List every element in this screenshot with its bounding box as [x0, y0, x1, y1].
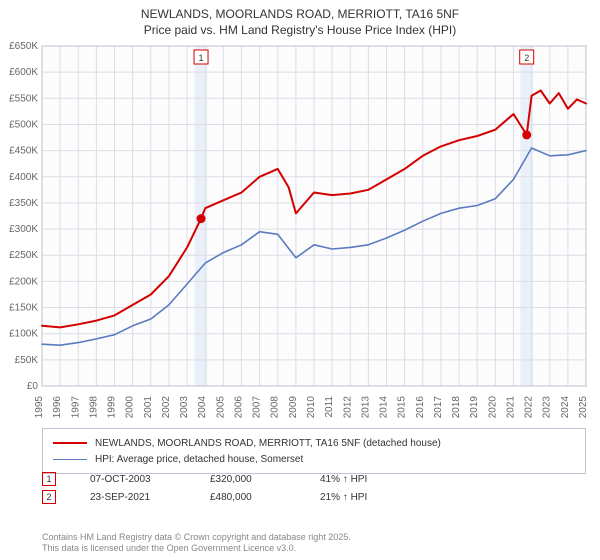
x-axis-label: 2007	[252, 396, 263, 419]
x-axis-label: 1996	[52, 396, 63, 419]
x-axis-label: 2002	[161, 396, 172, 419]
x-axis-label: 2020	[487, 396, 498, 419]
x-axis-label: 2009	[288, 396, 299, 419]
x-axis-label: 2006	[233, 396, 244, 419]
y-axis-label: £350K	[9, 198, 38, 209]
chart-title-line2: Price paid vs. HM Land Registry's House …	[0, 22, 600, 38]
marker-table-badge: 1	[42, 472, 56, 486]
x-axis-label: 1995	[34, 396, 45, 419]
marker-dot	[522, 130, 531, 139]
x-axis-label: 2013	[360, 396, 371, 419]
x-axis-label: 2003	[179, 396, 190, 419]
y-axis-label: £500K	[9, 119, 38, 130]
line-chart: £0 £50K £100K £150K £200K £250K £300K £350K £400…	[0, 40, 600, 420]
y-axis-label: £550K	[9, 93, 38, 104]
legend: NEWLANDS, MOORLANDS ROAD, MERRIOTT, TA16…	[42, 428, 586, 474]
y-axis-label: £250K	[9, 250, 38, 261]
marker-table: 1 07-OCT-2003£320,00041% ↑ HPI 2 23-SEP-202…	[42, 470, 586, 506]
y-axis-label: £600K	[9, 67, 38, 78]
legend-row: NEWLANDS, MOORLANDS ROAD, MERRIOTT, TA16…	[53, 435, 575, 451]
x-axis-label: 2025	[578, 396, 589, 419]
chart-area: £0 £50K £100K £150K £200K £250K £300K £350K £400…	[0, 40, 600, 420]
x-axis-label: 2019	[469, 396, 480, 419]
marker-price: £320,000	[210, 474, 320, 485]
chart-title-block: NEWLANDS, MOORLANDS ROAD, MERRIOTT, TA16…	[0, 0, 600, 42]
legend-label: NEWLANDS, MOORLANDS ROAD, MERRIOTT, TA16…	[95, 438, 441, 449]
x-axis-label: 2014	[379, 396, 390, 419]
y-axis-label: £100K	[9, 329, 38, 340]
legend-swatch	[53, 459, 87, 460]
legend-row: HPI: Average price, detached house, Some…	[53, 451, 575, 467]
footer-attribution: Contains HM Land Registry data © Crown c…	[42, 532, 351, 555]
x-axis-label: 2024	[560, 396, 571, 419]
x-axis-label: 2017	[433, 396, 444, 419]
x-axis-label: 2001	[143, 396, 154, 419]
x-axis-label: 2016	[415, 396, 426, 419]
x-axis-label: 2011	[324, 396, 335, 418]
y-axis-label: £200K	[9, 276, 38, 287]
x-axis-label: 2023	[542, 396, 553, 419]
y-axis-label: £300K	[9, 224, 38, 235]
legend-label: HPI: Average price, detached house, Some…	[95, 454, 303, 465]
x-axis-label: 2021	[505, 396, 516, 419]
x-axis-label: 1998	[88, 396, 99, 419]
marker-date: 23-SEP-2021	[90, 492, 210, 503]
footer-line2: This data is licensed under the Open Gov…	[42, 543, 351, 554]
x-axis-label: 2018	[451, 396, 462, 419]
marker-badge-number: 2	[524, 53, 529, 63]
legend-swatch	[53, 442, 87, 444]
marker-diff: 41% ↑ HPI	[320, 474, 430, 485]
x-axis-label: 2000	[125, 396, 136, 419]
x-axis-label: 2010	[306, 396, 317, 419]
y-axis-label: £400K	[9, 172, 38, 183]
footer-line1: Contains HM Land Registry data © Crown c…	[42, 532, 351, 543]
x-axis-label: 1997	[70, 396, 81, 419]
y-axis-label: £650K	[9, 41, 38, 52]
chart-title-line1: NEWLANDS, MOORLANDS ROAD, MERRIOTT, TA16…	[0, 6, 600, 22]
marker-price: £480,000	[210, 492, 320, 503]
marker-badge-number: 1	[199, 53, 204, 63]
marker-table-row: 1 07-OCT-2003£320,00041% ↑ HPI	[42, 470, 586, 488]
x-axis-label: 1999	[107, 396, 118, 419]
marker-dot	[197, 214, 206, 223]
y-axis-label: £450K	[9, 146, 38, 157]
x-axis-label: 2004	[197, 396, 208, 419]
x-axis-label: 2022	[524, 396, 535, 419]
y-axis-label: £150K	[9, 303, 38, 314]
y-axis-label: £50K	[15, 355, 39, 366]
y-axis-label: £0	[27, 381, 39, 392]
x-axis-label: 2012	[342, 396, 353, 419]
x-axis-label: 2008	[270, 396, 281, 419]
marker-date: 07-OCT-2003	[90, 474, 210, 485]
marker-table-row: 2 23-SEP-2021£480,00021% ↑ HPI	[42, 488, 586, 506]
marker-diff: 21% ↑ HPI	[320, 492, 430, 503]
marker-table-badge: 2	[42, 490, 56, 504]
x-axis-label: 2005	[215, 396, 226, 419]
x-axis-label: 2015	[397, 396, 408, 419]
